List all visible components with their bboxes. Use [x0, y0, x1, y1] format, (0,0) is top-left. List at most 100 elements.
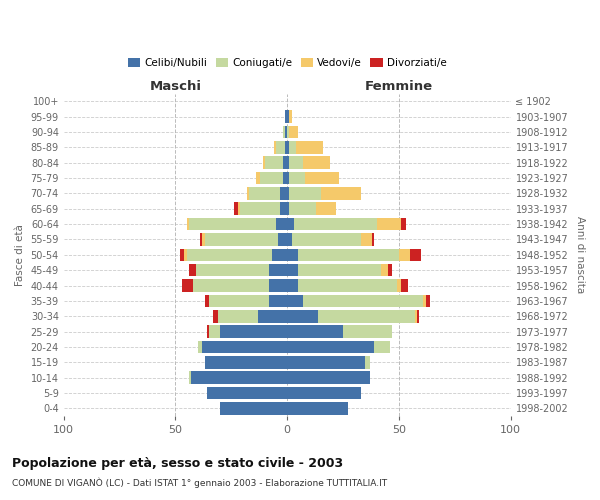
Bar: [287, 156, 289, 169]
Bar: [187, 218, 189, 230]
Bar: [182, 279, 193, 292]
Bar: [372, 233, 374, 246]
Bar: [381, 264, 388, 276]
Bar: [417, 310, 419, 322]
Y-axis label: Anni di nascita: Anni di nascita: [575, 216, 585, 294]
Bar: [289, 141, 296, 154]
Bar: [361, 233, 372, 246]
Bar: [426, 294, 430, 307]
Bar: [287, 126, 289, 138]
Bar: [283, 126, 285, 138]
Bar: [287, 202, 289, 215]
Bar: [287, 340, 374, 353]
Bar: [205, 294, 209, 307]
Bar: [278, 233, 287, 246]
Bar: [285, 110, 287, 123]
Bar: [189, 218, 276, 230]
Bar: [276, 141, 285, 154]
Bar: [292, 233, 361, 246]
Bar: [269, 294, 287, 307]
Bar: [287, 402, 347, 414]
Bar: [205, 356, 287, 368]
Bar: [184, 248, 187, 261]
Bar: [276, 218, 287, 230]
Bar: [287, 110, 289, 123]
Bar: [209, 326, 220, 338]
Text: Maschi: Maschi: [149, 80, 202, 93]
Bar: [233, 202, 238, 215]
Bar: [214, 310, 218, 322]
Bar: [193, 279, 269, 292]
Bar: [289, 156, 303, 169]
Bar: [343, 326, 392, 338]
Bar: [289, 172, 305, 184]
Bar: [365, 356, 370, 368]
Bar: [191, 372, 287, 384]
Bar: [205, 233, 278, 246]
Bar: [298, 248, 399, 261]
Bar: [397, 279, 401, 292]
Bar: [287, 279, 298, 292]
Bar: [189, 264, 196, 276]
Bar: [280, 187, 287, 200]
Bar: [283, 156, 287, 169]
Bar: [220, 402, 287, 414]
Bar: [280, 202, 287, 215]
Bar: [410, 248, 421, 261]
Bar: [287, 372, 370, 384]
Bar: [415, 310, 417, 322]
Text: Femmine: Femmine: [365, 80, 433, 93]
Y-axis label: Fasce di età: Fasce di età: [15, 224, 25, 286]
Bar: [287, 218, 294, 230]
Bar: [289, 187, 321, 200]
Bar: [287, 356, 365, 368]
Legend: Celibi/Nubili, Coniugati/e, Vedovi/e, Divorziati/e: Celibi/Nubili, Coniugati/e, Vedovi/e, Di…: [124, 54, 451, 72]
Bar: [202, 233, 205, 246]
Bar: [200, 233, 202, 246]
Bar: [287, 386, 361, 399]
Bar: [283, 172, 287, 184]
Bar: [319, 310, 415, 322]
Bar: [287, 264, 298, 276]
Bar: [187, 248, 272, 261]
Bar: [321, 187, 361, 200]
Bar: [287, 248, 298, 261]
Bar: [269, 264, 287, 276]
Bar: [285, 126, 287, 138]
Bar: [294, 218, 377, 230]
Bar: [274, 141, 276, 154]
Bar: [249, 187, 280, 200]
Bar: [424, 294, 426, 307]
Bar: [287, 233, 292, 246]
Bar: [265, 156, 283, 169]
Bar: [298, 264, 381, 276]
Bar: [189, 372, 191, 384]
Bar: [287, 141, 289, 154]
Bar: [377, 218, 401, 230]
Bar: [401, 218, 406, 230]
Bar: [202, 340, 287, 353]
Bar: [207, 326, 209, 338]
Bar: [247, 187, 249, 200]
Bar: [238, 202, 240, 215]
Bar: [285, 141, 287, 154]
Bar: [260, 172, 283, 184]
Bar: [218, 310, 258, 322]
Bar: [296, 141, 323, 154]
Bar: [303, 294, 424, 307]
Bar: [180, 248, 184, 261]
Bar: [399, 248, 410, 261]
Bar: [198, 340, 202, 353]
Bar: [289, 202, 316, 215]
Text: COMUNE DI VIGANÒ (LC) - Dati ISTAT 1° gennaio 2003 - Elaborazione TUTTITALIA.IT: COMUNE DI VIGANÒ (LC) - Dati ISTAT 1° ge…: [12, 478, 387, 488]
Bar: [305, 172, 338, 184]
Bar: [401, 279, 408, 292]
Bar: [287, 172, 289, 184]
Bar: [272, 248, 287, 261]
Bar: [289, 126, 298, 138]
Bar: [287, 294, 303, 307]
Bar: [269, 279, 287, 292]
Bar: [374, 340, 390, 353]
Bar: [256, 172, 260, 184]
Bar: [287, 187, 289, 200]
